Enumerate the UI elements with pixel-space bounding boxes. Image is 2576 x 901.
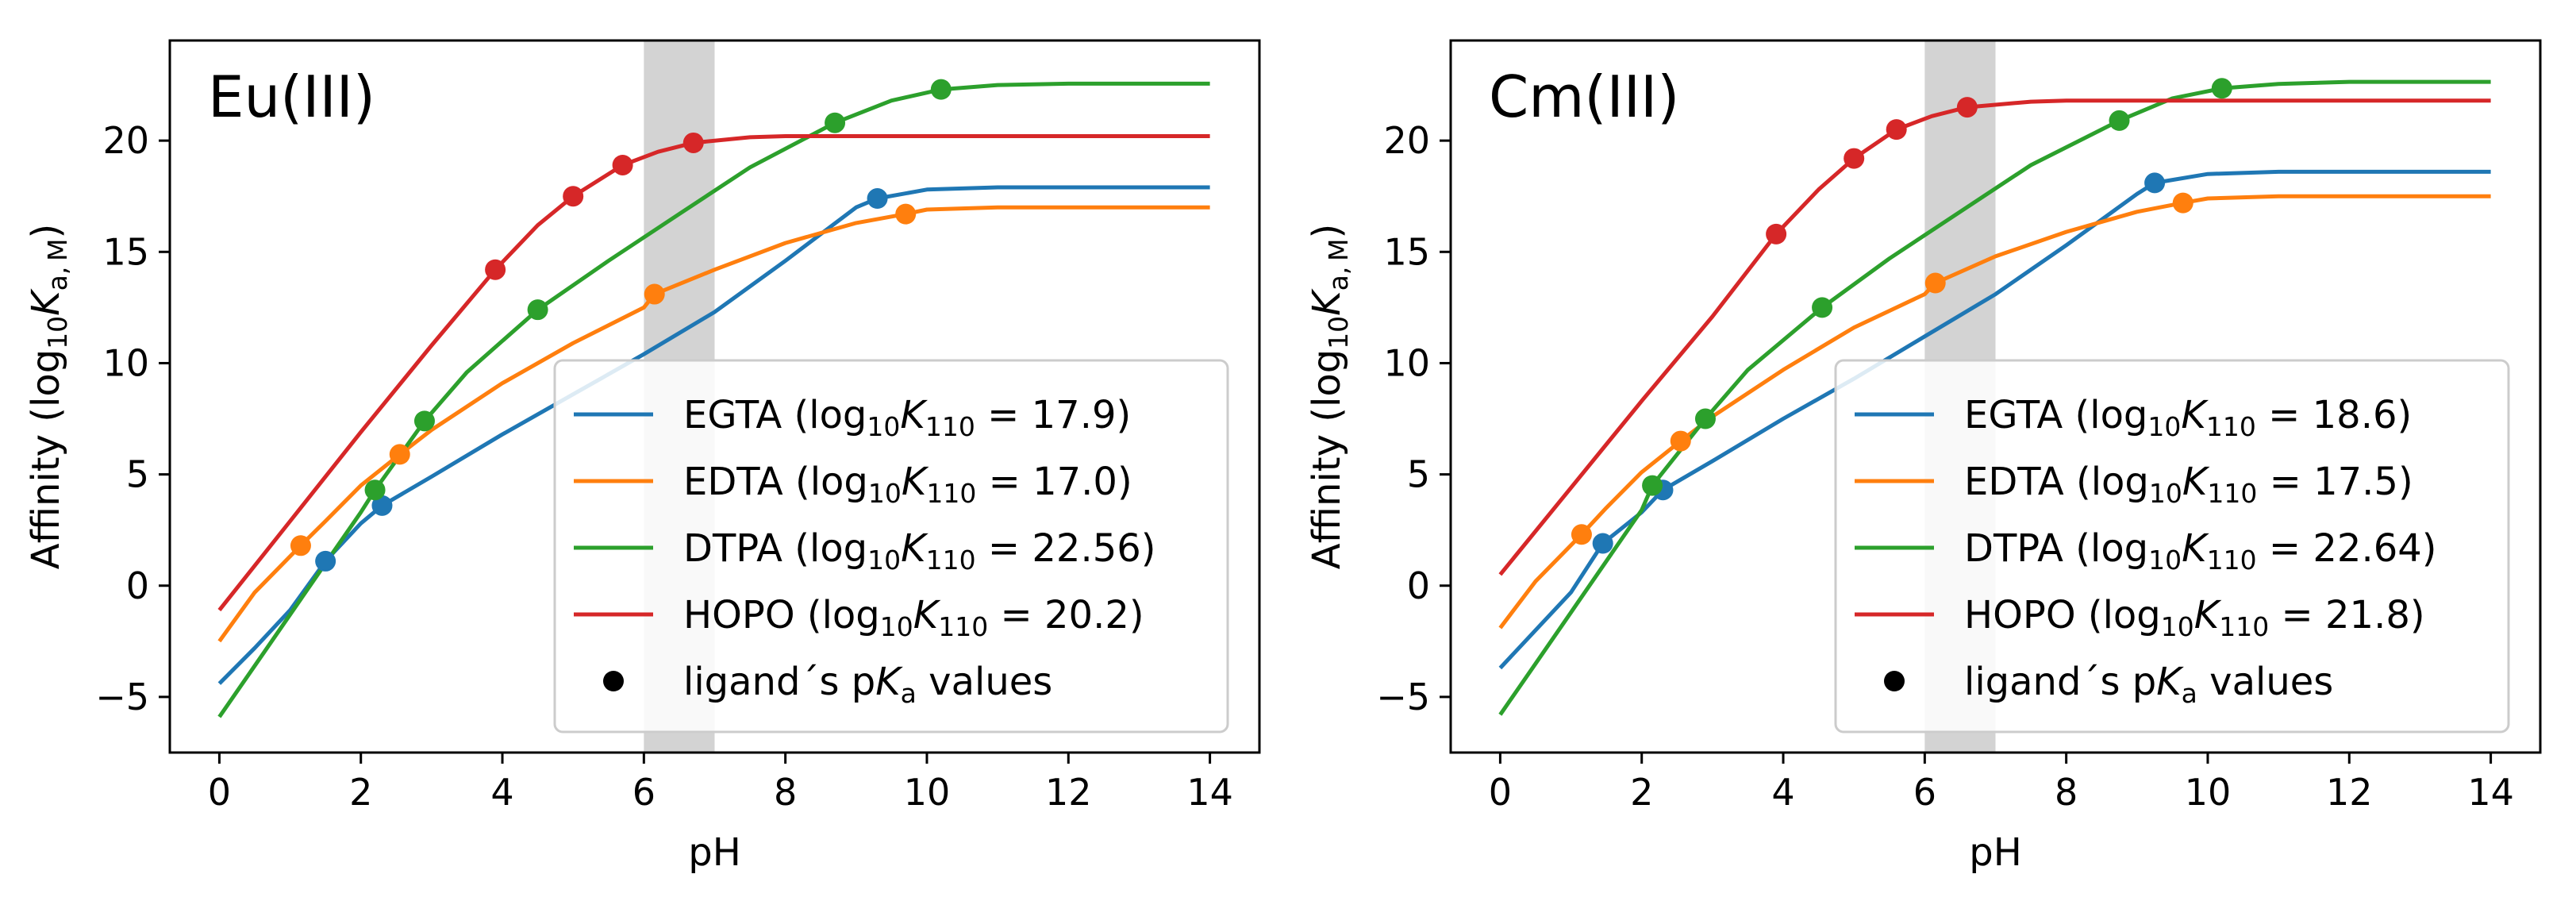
x-tick-label: 10 — [2185, 771, 2232, 814]
y-axis-label: Affinity (log10Ka, M) — [24, 224, 73, 569]
x-tick-label: 8 — [774, 771, 797, 814]
series-line-4 — [1498, 98, 2491, 576]
y-tick-label: 15 — [102, 230, 149, 273]
pka-point-3-2 — [1694, 408, 1716, 429]
legend-entry-3: DTPA (log10K110 = 22.56) — [683, 526, 1156, 576]
legend-entry-3: DTPA (log10K110 = 22.64) — [1964, 526, 2437, 576]
pka-point-4-2 — [1844, 148, 1865, 169]
pka-point-3-1 — [1642, 475, 1663, 496]
y-tick-label: 0 — [1407, 564, 1430, 607]
pka-point-4-3 — [612, 154, 633, 175]
series-line-4 — [217, 134, 1210, 612]
pka-point-2-2 — [1670, 430, 1691, 452]
pka-point-4-1 — [485, 259, 506, 280]
y-tick-label: 20 — [102, 119, 149, 162]
pka-point-3-4 — [825, 112, 846, 133]
legend-marker-pka — [1884, 671, 1905, 691]
legend-entry-2: EDTA (log10K110 = 17.0) — [683, 460, 1132, 509]
pka-point-2-1 — [1571, 524, 1592, 545]
pka-point-4-4 — [682, 132, 704, 153]
legend-entry-1: EGTA (log10K110 = 18.6) — [1964, 393, 2412, 442]
pka-point-1-3 — [2144, 172, 2166, 194]
chart-panel-1: 0 2 4 6 8 10 12 14 −5 0 5 10 15 20 pH Affinity (log10Ka… — [24, 39, 1261, 875]
legend-box — [553, 359, 1229, 734]
x-tick-label: 12 — [2326, 771, 2373, 814]
y-tick-label: 0 — [126, 564, 149, 607]
pka-point-2-2 — [389, 444, 410, 465]
x-tick-label: 6 — [1913, 771, 1936, 814]
pka-point-4-4 — [1956, 97, 1978, 118]
axes-frame — [1449, 39, 2542, 754]
pka-point-4-3 — [1886, 119, 1907, 141]
pka-point-3-3 — [527, 299, 548, 321]
x-axis-label: pH — [688, 830, 741, 875]
chart-panel-2: 0 2 4 6 8 10 12 14 −5 0 5 10 15 20 pH Affinity (log10Ka… — [1305, 39, 2542, 875]
legend-entry-4: HOPO (log10K110 = 20.2) — [683, 593, 1144, 642]
plot-area — [217, 79, 1210, 718]
y-tick-label: 15 — [1383, 230, 1430, 273]
pka-point-2-3 — [644, 283, 665, 305]
x-tick-label: 2 — [1630, 771, 1653, 814]
legend-entry-1: EGTA (log10K110 = 17.9) — [683, 393, 1131, 442]
y-tick-label: 10 — [102, 341, 149, 384]
x-tick-label: 4 — [490, 771, 513, 814]
y-tick-label: −5 — [1376, 676, 1430, 718]
x-tick-label: 2 — [349, 771, 372, 814]
pka-point-3-5 — [930, 79, 952, 100]
legend-entry-2: EDTA (log10K110 = 17.5) — [1964, 460, 2413, 509]
panel-label: Eu(III) — [208, 64, 375, 130]
legend-entry-pka: ligand´s pKa values — [683, 660, 1052, 709]
y-tick-label: 10 — [1383, 341, 1430, 384]
y-tick-label: 5 — [126, 453, 149, 496]
x-tick-label: 12 — [1045, 771, 1092, 814]
pka-point-2-1 — [290, 535, 311, 556]
x-tick-label: 8 — [2055, 771, 2078, 814]
pka-point-3-3 — [1812, 297, 1833, 318]
axes-frame — [168, 39, 1261, 754]
legend-marker-pka — [603, 671, 624, 691]
pka-point-2-3 — [1924, 272, 1946, 294]
y-axis-label: Affinity (log10Ka, M) — [1305, 224, 1354, 569]
pka-point-2-4 — [895, 203, 917, 225]
pka-point-3-4 — [2109, 110, 2130, 131]
pka-point-1-1 — [1592, 533, 1613, 554]
pka-point-4-2 — [563, 186, 584, 207]
pka-point-3-5 — [2211, 78, 2232, 99]
panel-label: Cm(III) — [1489, 64, 1679, 130]
x-tick-label: 14 — [1186, 771, 1233, 814]
pka-point-1-2 — [371, 495, 393, 516]
y-tick-label: 20 — [1383, 119, 1430, 162]
x-tick-label: 14 — [2467, 771, 2514, 814]
legend-entry-4: HOPO (log10K110 = 21.8) — [1964, 593, 2425, 642]
y-tick-label: 5 — [1407, 453, 1430, 496]
pka-point-1-3 — [867, 188, 888, 210]
pka-point-1-1 — [315, 550, 336, 572]
x-tick-label: 10 — [904, 771, 951, 814]
y-tick-label: −5 — [95, 676, 149, 718]
x-tick-label: 6 — [632, 771, 656, 814]
legend-box — [1834, 359, 2510, 734]
x-tick-label: 4 — [1771, 771, 1794, 814]
x-axis-label: pH — [1969, 830, 2022, 875]
pka-point-2-4 — [2172, 192, 2193, 214]
pka-point-3-1 — [364, 479, 386, 501]
x-tick-label: 0 — [208, 771, 231, 814]
x-tick-label: 0 — [1489, 771, 1512, 814]
legend-entry-pka: ligand´s pKa values — [1964, 660, 2333, 709]
pka-point-3-2 — [413, 410, 435, 432]
pka-point-4-1 — [1766, 223, 1787, 245]
